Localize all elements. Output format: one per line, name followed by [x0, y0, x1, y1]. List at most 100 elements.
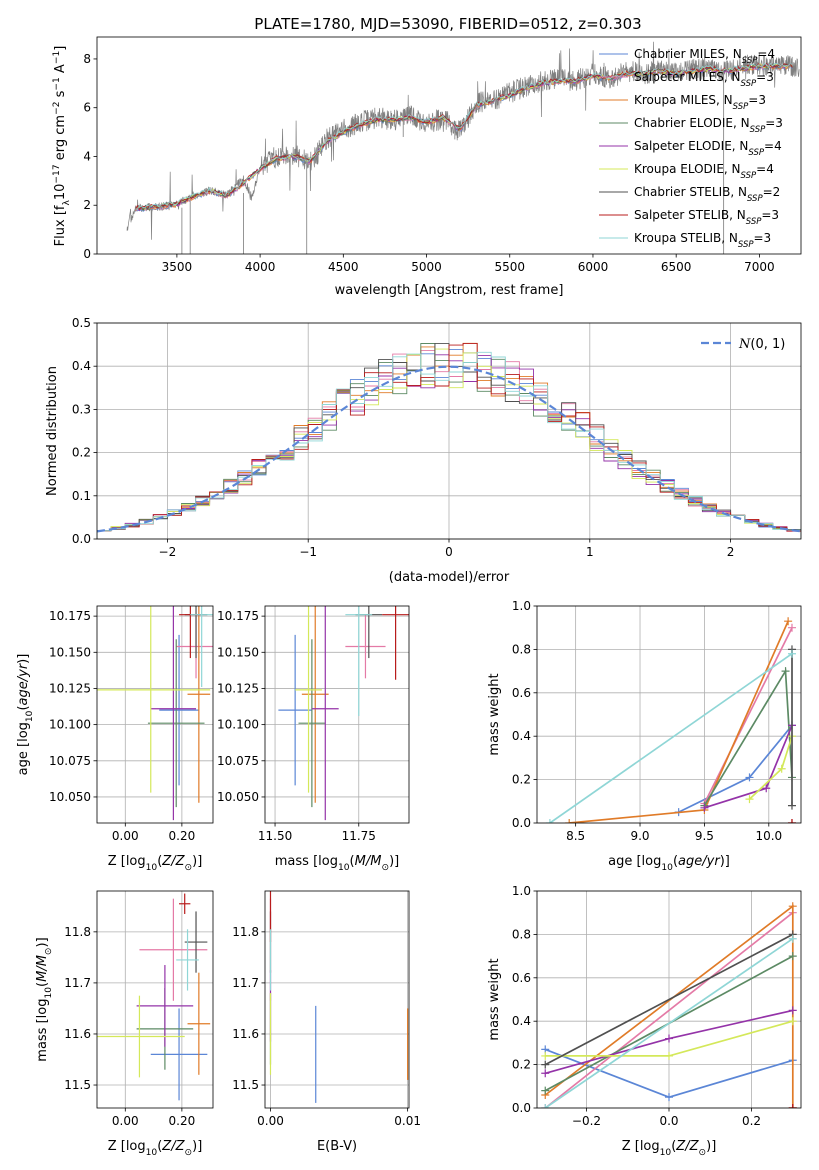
y-tick-label: 10.050	[49, 790, 91, 804]
weight-vs-age-panel: 8.5 9.0 9.5 10.0 0.0 0.2 0.4 0.6 0.8 1.0 age [log1…	[487, 599, 802, 873]
errorbar-point	[176, 929, 199, 991]
y-tick-label: 4	[83, 149, 91, 163]
y-tick-label: 11.7	[64, 976, 91, 990]
y-tick-label: 10.125	[49, 681, 91, 695]
y-axis-label: mass [log10(M/M⊙)]	[35, 937, 54, 1061]
weight-line	[549, 653, 793, 823]
errorbar-point	[139, 898, 208, 1001]
x-tick-label: 7000	[744, 260, 775, 274]
axes-frame	[96, 890, 214, 1109]
errorbar-point	[150, 1008, 208, 1101]
weight-marker	[545, 819, 554, 823]
weight-line	[703, 627, 793, 804]
x-tick-label: 8.5	[566, 829, 585, 843]
weight-marker	[788, 1006, 797, 1015]
y-tick-label: 1.0	[512, 884, 531, 898]
y-tick-label: 0.2	[512, 1058, 531, 1072]
y-tick-label: 0.0	[72, 532, 91, 546]
x-tick-label: −0.2	[572, 1114, 601, 1128]
grid	[265, 891, 409, 1108]
y-tick-label: 11.5	[232, 1078, 259, 1092]
ticks: 11.50 11.75 10.050 10.075 10.100 10.125 10.150…	[217, 609, 376, 843]
weight-marker	[541, 1051, 550, 1060]
y-axis-label: mass weight	[487, 958, 502, 1040]
weight-line	[703, 668, 793, 807]
axes-frame	[264, 890, 410, 1109]
errorbar-point	[278, 634, 312, 786]
legend-label: Salpeter ELODIE, NSSP=4	[634, 139, 782, 158]
x-tick-label: 11.75	[342, 829, 376, 843]
weight-series	[545, 649, 796, 823]
x-tick-label: 9.0	[630, 829, 649, 843]
y-tick-label: 0.6	[512, 971, 531, 985]
ticks: 8.5 9.0 9.5 10.0 0.0 0.2 0.4 0.6 0.8 1.0	[512, 599, 782, 843]
weight-marker	[781, 667, 790, 676]
errorbar-point	[382, 606, 409, 680]
weight-marker	[745, 773, 754, 782]
axes-frame	[96, 605, 214, 824]
legend-label: Kroupa STELIB, NSSP=3	[634, 231, 771, 250]
ticks: 0.00 0.01 11.5 11.6 11.7 11.8	[232, 925, 421, 1128]
axes-frame	[96, 322, 802, 540]
x-tick-label: 5000	[411, 260, 442, 274]
weight-line	[544, 937, 794, 1108]
ticks: −2 −1 0 1 2 0.0 0.1 0.2 0.3 0.4 0.5	[72, 316, 735, 559]
plot-area	[97, 342, 801, 539]
axes-frame	[264, 605, 410, 824]
y-tick-label: 11.5	[64, 1078, 91, 1092]
x-tick-label: 0.00	[112, 829, 139, 843]
y-tick-label: 0.8	[512, 642, 531, 656]
x-axis-label: age [log10(age/yr)]	[608, 854, 730, 873]
y-axis-label: Normed distribution	[45, 366, 60, 496]
y-tick-label: 10.150	[217, 645, 259, 659]
weight-series	[787, 819, 796, 823]
y-tick-label: 10.100	[217, 718, 259, 732]
residual-histogram	[97, 351, 801, 539]
y-tick-label: 0.6	[512, 686, 531, 700]
errorbar-point	[345, 614, 386, 679]
x-axis-label: (data-model)/error	[389, 570, 510, 585]
y-tick-label: 10.050	[217, 790, 259, 804]
weight-vs-metallicity-panel: −0.2 0.0 0.2 0.0 0.2 0.4 0.6 0.8 1.0 Z [log10(Z/Z…	[487, 884, 802, 1158]
y-tick-label: 0.0	[512, 1101, 531, 1115]
weight-marker	[745, 795, 754, 804]
x-tick-label: 2	[727, 545, 735, 559]
x-axis-label: mass [log10(M/M⊙)]	[275, 854, 399, 873]
errorbar-point	[187, 606, 211, 803]
x-tick-label: 6500	[661, 260, 692, 274]
plot-area	[278, 606, 409, 821]
errorbar-point	[97, 606, 211, 793]
y-tick-label: 11.7	[232, 976, 259, 990]
ticks: 3500 4000 4500 5000 5500 6000 6500 7000 0 2 4 6 8	[83, 52, 774, 274]
weight-marker	[665, 1093, 673, 1102]
errorbar-point	[190, 606, 213, 688]
legend-label: Kroupa MILES, NSSP=3	[634, 93, 766, 112]
errorbar-point	[179, 893, 191, 914]
weight-series	[541, 934, 797, 1108]
x-tick-label: 0	[445, 545, 453, 559]
weight-series	[787, 645, 796, 810]
weight-series	[541, 1045, 797, 1102]
weight-marker	[787, 623, 796, 632]
legend-label: Salpeter MILES, NSSP=3	[634, 70, 774, 89]
grid	[265, 606, 409, 823]
x-tick-label: 0.20	[169, 829, 196, 843]
x-tick-label: 0.01	[394, 1114, 421, 1128]
weight-series	[745, 732, 796, 804]
spectrum-panel: 3500 4000 4500 5000 5500 6000 6500 7000 0 2 4 6 8 Cha…	[52, 36, 802, 298]
weight-marker	[784, 617, 793, 626]
weight-series	[565, 617, 793, 823]
x-tick-label: 6000	[578, 260, 609, 274]
x-tick-label: 0.2	[742, 1114, 761, 1128]
y-tick-label: 10.175	[49, 609, 91, 623]
y-tick-label: 0.8	[512, 927, 531, 941]
y-tick-label: 10.075	[49, 754, 91, 768]
y-tick-label: 2	[83, 198, 91, 212]
ticks: 0.00 0.20 10.050 10.075 10.100 10.125 10.150 10…	[49, 609, 195, 843]
y-tick-label: 0	[83, 247, 91, 261]
x-axis-label: Z [log10(Z/Z⊙)]	[108, 1139, 203, 1158]
x-tick-label: 10.0	[755, 829, 782, 843]
y-tick-label: 1.0	[512, 599, 531, 613]
weight-line	[544, 933, 794, 1066]
y-tick-label: 10.100	[49, 718, 91, 732]
